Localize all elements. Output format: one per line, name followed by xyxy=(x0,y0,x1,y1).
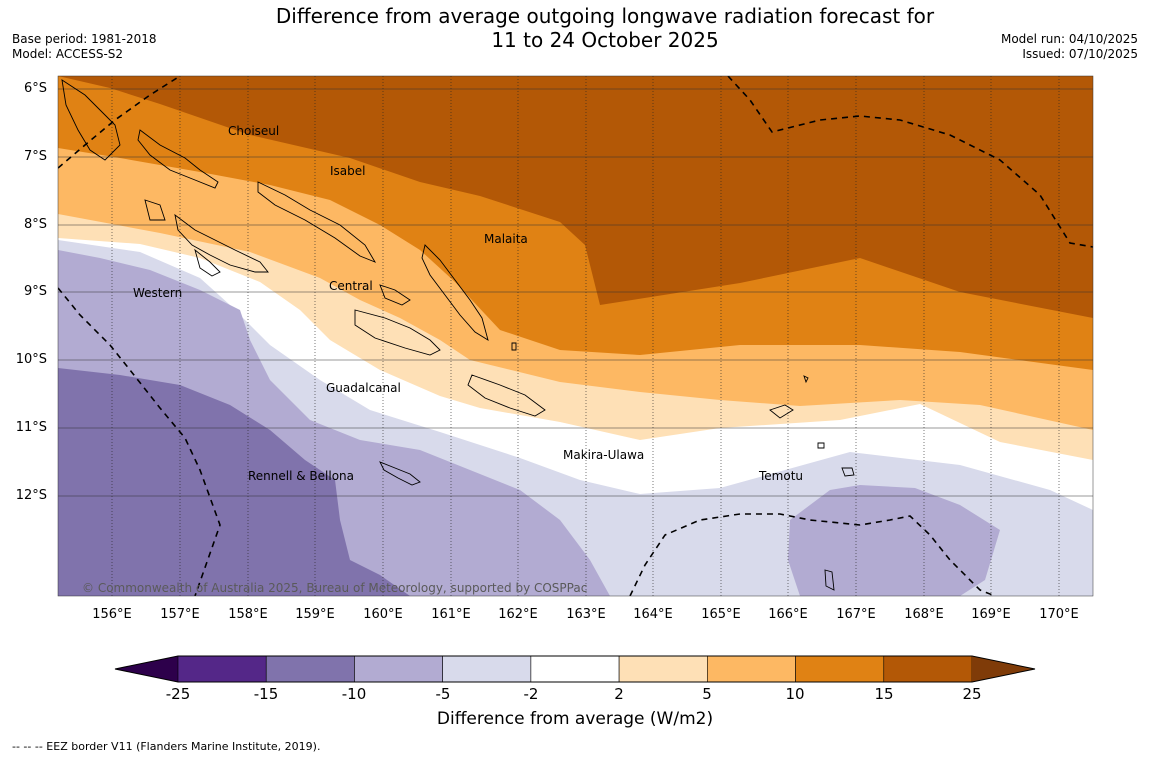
lon-label: 157°E xyxy=(160,607,200,622)
label-western: Western xyxy=(133,286,183,300)
colorbar-segment xyxy=(530,655,620,683)
colorbar-tick: 10 xyxy=(785,685,805,703)
lat-label: 11°S xyxy=(15,420,47,435)
lon-label: 156°E xyxy=(92,607,132,622)
eez-legend-note: -- -- -- EEZ border V11 (Flanders Marine… xyxy=(12,740,321,753)
map-frame xyxy=(57,75,1094,597)
model-name: Model: ACCESS-S2 xyxy=(12,47,124,61)
label-rennell-bellona: Rennell & Bellona xyxy=(248,469,355,483)
colorbar-under-arrow xyxy=(115,656,178,682)
lon-label: 164°E xyxy=(633,607,673,622)
lon-label: 166°E xyxy=(768,607,808,622)
graticule xyxy=(58,76,1093,596)
lon-label: 158°E xyxy=(228,607,268,622)
olr-anomaly-field xyxy=(58,76,1093,596)
title-line-1: Difference from average outgoing longwav… xyxy=(275,4,935,28)
issued-date: Issued: 07/10/2025 xyxy=(1022,47,1138,61)
eez-border xyxy=(58,76,1093,596)
lon-label: 168°E xyxy=(904,607,944,622)
model-run: Model run: 04/10/2025 xyxy=(1000,32,1138,46)
lon-label: 169°E xyxy=(971,607,1011,622)
copyright-credit: © Commonwealth of Australia 2025, Bureau… xyxy=(82,581,588,595)
base-period: Base period: 1981-2018 xyxy=(12,32,157,46)
colorbar-tick: 25 xyxy=(962,685,982,703)
colorbar-segment xyxy=(618,655,708,683)
colorbar-label: Difference from average (W/m2) xyxy=(436,709,714,729)
lon-label: 162°E xyxy=(498,607,538,622)
colorbar-segment xyxy=(265,655,355,683)
lat-label: 8°S xyxy=(23,217,47,232)
colorbar-outline xyxy=(114,655,1036,683)
band-neg15-neg10 xyxy=(58,368,410,596)
colorbar-over-arrow xyxy=(972,656,1035,682)
colorbar-tick: 5 xyxy=(702,685,712,703)
band-neg10-neg5-east xyxy=(788,485,1000,596)
label-temotu: Temotu xyxy=(759,469,804,483)
colorbar-tick: -10 xyxy=(341,685,367,703)
lat-label: 7°S xyxy=(23,149,47,164)
lon-label: 161°E xyxy=(431,607,471,622)
label-malaita: Malaita xyxy=(484,232,528,246)
title-line-2: 11 to 24 October 2025 xyxy=(491,28,719,52)
colorbar-tick: -25 xyxy=(165,685,191,703)
lon-label: 163°E xyxy=(566,607,606,622)
colorbar-segment xyxy=(795,655,885,683)
colorbar-tick: 15 xyxy=(874,685,894,703)
lat-label: 12°S xyxy=(15,488,47,503)
colorbar-tick: -15 xyxy=(253,685,279,703)
colorbar-segments xyxy=(177,655,973,683)
colorbar-tick: 2 xyxy=(614,685,624,703)
lat-label: 10°S xyxy=(15,352,47,367)
lon-label: 167°E xyxy=(836,607,876,622)
colorbar-segment xyxy=(177,655,267,683)
label-choiseul: Choiseul xyxy=(228,124,280,138)
lat-label: 6°S xyxy=(23,81,47,96)
label-makira-ulawa: Makira-Ulawa xyxy=(563,448,645,462)
map-title: Difference from average outgoing longwav… xyxy=(0,4,1150,52)
colorbar-segment xyxy=(442,655,532,683)
colorbar-segment xyxy=(883,655,973,683)
label-central: Central xyxy=(329,279,373,293)
colorbar-segment xyxy=(707,655,796,683)
lon-label: 170°E xyxy=(1039,607,1079,622)
colorbar-segment xyxy=(354,655,443,683)
lat-label: 9°S xyxy=(23,284,47,299)
lon-label: 159°E xyxy=(295,607,335,622)
meta-right: Model run: 04/10/2025 Issued: 07/10/2025 xyxy=(1001,32,1138,62)
islands xyxy=(61,79,855,591)
label-guadalcanal: Guadalcanal xyxy=(326,381,401,395)
meta-left: Base period: 1981-2018 Model: ACCESS-S2 xyxy=(12,32,157,62)
lon-label: 165°E xyxy=(701,607,741,622)
colorbar-tick: -2 xyxy=(523,685,539,703)
label-isabel: Isabel xyxy=(330,164,366,178)
colorbar-tick: -5 xyxy=(435,685,451,703)
lon-label: 160°E xyxy=(363,607,403,622)
colorbar xyxy=(114,655,1036,683)
